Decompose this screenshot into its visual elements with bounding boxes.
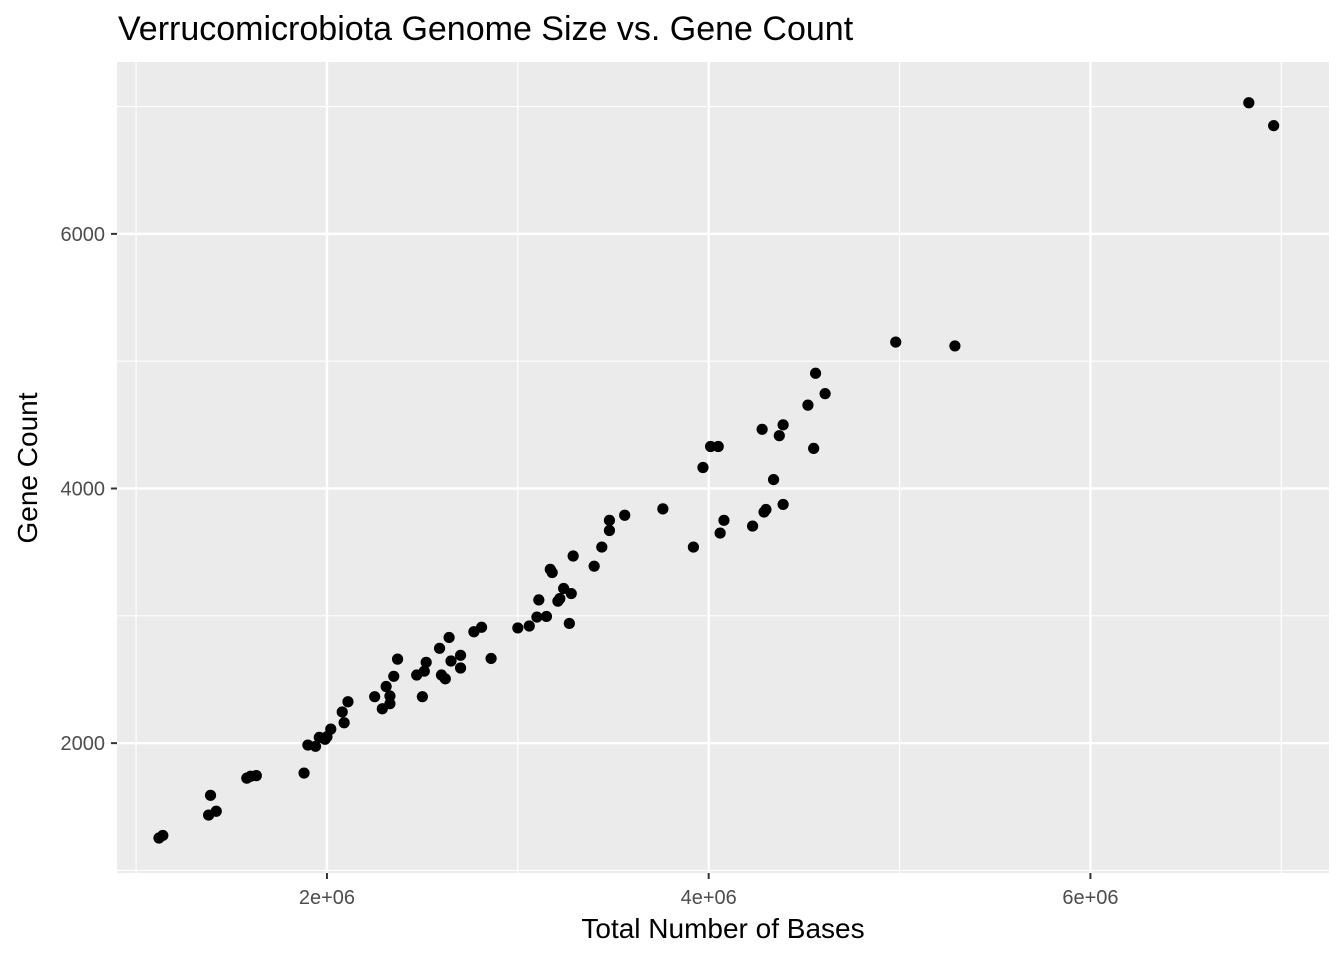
scatter-point xyxy=(802,399,814,411)
scatter-point xyxy=(697,461,709,474)
y-tick-label: 6000 xyxy=(61,224,106,246)
scatter-point xyxy=(746,520,759,532)
scatter-point xyxy=(512,622,524,634)
scatter-point xyxy=(336,706,348,718)
scatter-point xyxy=(531,611,543,623)
scatter-point xyxy=(603,524,616,537)
scatter-point xyxy=(890,336,902,348)
scatter-point xyxy=(388,670,400,682)
scatter-point xyxy=(523,620,535,632)
scatter-point xyxy=(298,767,310,779)
scatter-point xyxy=(756,423,768,435)
chart-title: Verrucomicrobiota Genome Size vs. Gene C… xyxy=(118,10,854,48)
scatter-point xyxy=(808,442,820,455)
x-tick-label: 4e+06 xyxy=(681,887,737,909)
scatter-point xyxy=(210,805,222,817)
scatter-point xyxy=(712,440,724,453)
x-tick-label: 6e+06 xyxy=(1062,887,1118,909)
scatter-point xyxy=(418,665,430,677)
scatter-point xyxy=(533,594,545,606)
minor-gridlines xyxy=(117,62,1329,873)
scatter-point xyxy=(250,770,262,782)
scatter-point xyxy=(342,696,354,708)
scatter-point xyxy=(369,691,381,703)
x-axis: 2e+06 4e+06 6e+06 xyxy=(299,873,1119,909)
y-tick-label: 4000 xyxy=(61,479,106,501)
y-tick-label: 2000 xyxy=(61,733,106,755)
scatter-point xyxy=(773,430,785,442)
scatter-point xyxy=(204,789,217,801)
scatter-point xyxy=(554,593,566,605)
scatter-point xyxy=(157,829,169,842)
scatter-point xyxy=(777,498,789,511)
scatter-point xyxy=(325,723,337,735)
scatter-point xyxy=(454,662,467,674)
scatter-point xyxy=(1268,120,1280,132)
x-tick-label: 2e+06 xyxy=(299,887,355,909)
scatter-point xyxy=(384,690,396,702)
y-axis-title: Gene Count xyxy=(12,392,43,543)
scatter-point xyxy=(443,631,455,644)
scatter-point xyxy=(596,541,608,553)
scatter-point xyxy=(767,473,780,486)
scatter-point xyxy=(819,388,831,400)
scatter-point xyxy=(714,527,726,539)
x-axis-title: Total Number of Bases xyxy=(581,913,864,944)
scatter-point xyxy=(687,541,700,553)
scatter-point xyxy=(485,652,497,665)
scatter-point xyxy=(391,653,404,665)
scatter-point xyxy=(809,367,822,379)
scatter-point xyxy=(619,509,631,521)
scatter-point xyxy=(475,621,488,633)
y-axis: 2000 4000 6000 xyxy=(61,224,117,755)
scatter-point xyxy=(567,550,579,562)
scatter-point xyxy=(760,503,772,516)
scatter-point xyxy=(777,419,789,431)
scatter-point xyxy=(416,691,428,703)
scatter-point xyxy=(454,649,467,661)
scatter-point xyxy=(563,617,575,630)
scatter-point xyxy=(309,740,322,752)
scatter-point xyxy=(380,680,392,693)
scatter-point xyxy=(338,717,350,729)
plot-panel xyxy=(117,62,1329,873)
scatter-point xyxy=(546,566,558,579)
scatter-point xyxy=(565,587,577,600)
scatter-point xyxy=(1243,97,1255,109)
scatter-point xyxy=(718,514,730,526)
scatter-point xyxy=(657,503,669,515)
scatter-point xyxy=(540,610,553,623)
scatter-point xyxy=(588,560,600,572)
scatter-point xyxy=(603,514,616,526)
scatter-point xyxy=(420,656,432,668)
data-points xyxy=(153,97,1280,844)
scatter-point xyxy=(445,655,457,667)
scatter-point xyxy=(433,642,446,654)
scatter-point xyxy=(949,340,961,352)
scatter-point xyxy=(439,673,451,685)
